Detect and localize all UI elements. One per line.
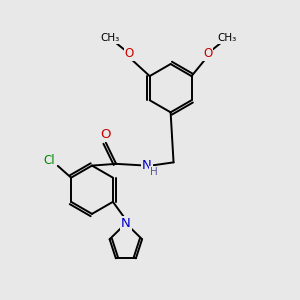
- Text: Cl: Cl: [44, 154, 56, 167]
- Text: N: N: [121, 217, 131, 230]
- Text: O: O: [100, 128, 110, 141]
- Text: N: N: [142, 159, 152, 172]
- Text: CH₃: CH₃: [217, 33, 236, 43]
- Text: O: O: [124, 47, 134, 60]
- Text: CH₃: CH₃: [100, 33, 120, 43]
- Text: O: O: [203, 47, 212, 60]
- Text: H: H: [150, 167, 158, 177]
